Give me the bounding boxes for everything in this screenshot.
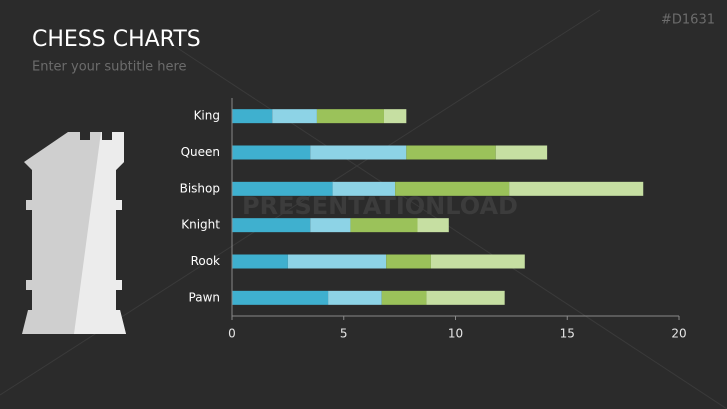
bar-segment — [287, 254, 387, 269]
bar-segment — [232, 145, 311, 160]
bar-segment — [430, 254, 525, 269]
plot-area: King Queen Bishop Knight Rook Pawn 0 5 10 15 20 — [180, 98, 687, 341]
bar-segment — [232, 290, 329, 305]
bar-segment — [426, 290, 505, 305]
category-label: King — [194, 109, 220, 123]
x-tick-label: 5 — [340, 327, 348, 341]
category-label: Queen — [181, 145, 220, 159]
bar-segment — [232, 254, 288, 269]
rook-icon — [22, 132, 126, 334]
bar-segment — [381, 290, 427, 305]
x-tick-label: 0 — [228, 327, 236, 341]
bar-segment — [232, 218, 311, 233]
x-tick-label: 15 — [560, 327, 575, 341]
bar-segment — [386, 254, 431, 269]
slide-id: #D1631 — [661, 13, 715, 28]
bar-segment — [406, 145, 496, 160]
category-label: Rook — [191, 254, 220, 268]
bar-segment — [383, 109, 407, 124]
bar-segment — [495, 145, 548, 160]
bar-segment — [509, 181, 644, 196]
bar-segment — [232, 181, 333, 196]
x-tick-label: 20 — [671, 327, 686, 341]
slide-subtitle: Enter your subtitle here — [32, 60, 187, 75]
bar-segment — [310, 145, 407, 160]
bar-segment — [232, 109, 273, 124]
bar-segment — [332, 181, 396, 196]
bar-segment — [272, 109, 317, 124]
watermark: PRESENTATIONLOAD — [242, 192, 518, 220]
bar-segment — [328, 290, 382, 305]
bar-segment — [350, 218, 418, 233]
bar-segment — [310, 218, 351, 233]
category-label: Knight — [181, 218, 220, 232]
slide-title: CHESS CHARTS — [32, 27, 201, 52]
bar-segment — [395, 181, 510, 196]
category-label: Pawn — [189, 290, 220, 304]
bar-segment — [417, 218, 449, 233]
category-label: Bishop — [180, 181, 220, 195]
bar-segment — [316, 109, 384, 124]
x-tick-label: 10 — [448, 327, 463, 341]
